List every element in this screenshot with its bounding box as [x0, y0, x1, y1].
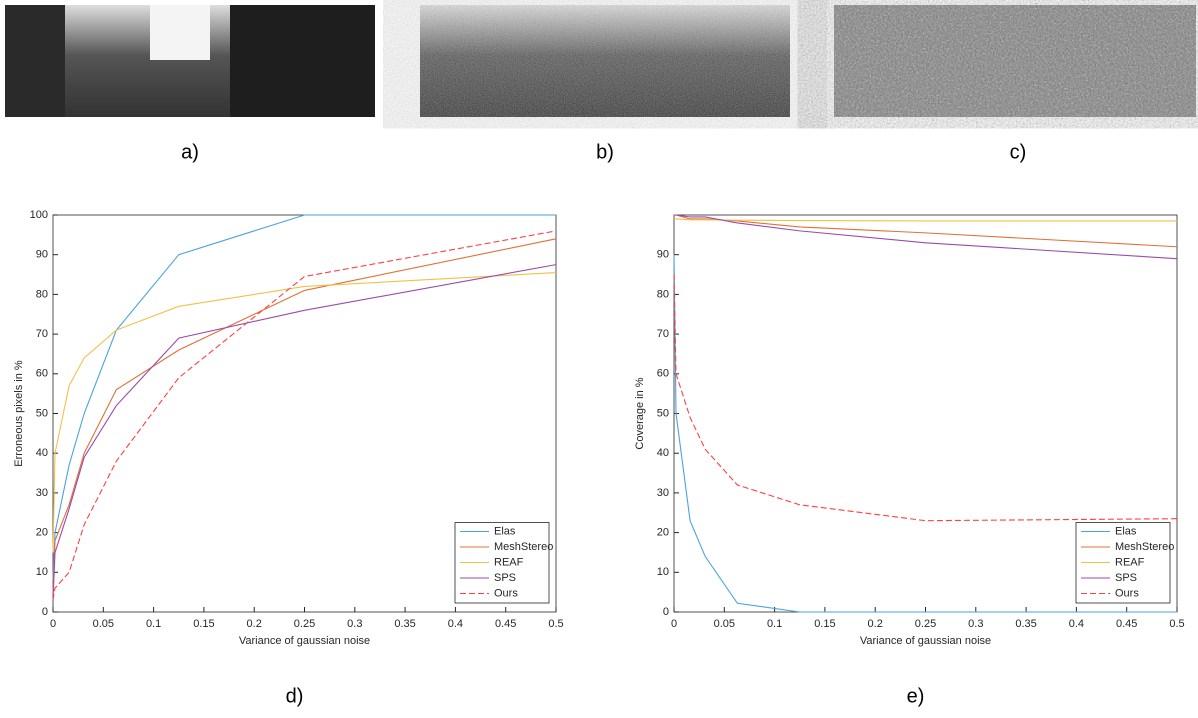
y-tick-label: 80 — [36, 288, 48, 300]
x-tick-label: 0.5 — [1169, 618, 1184, 630]
x-tick-label: 0.25 — [294, 618, 315, 630]
y-tick-label: 50 — [36, 407, 48, 419]
y-tick-label: 20 — [36, 527, 48, 539]
y-tick-label: 90 — [657, 249, 669, 261]
legend-label: SPS — [494, 572, 516, 584]
caption: e) — [907, 685, 925, 707]
image-a — [5, 5, 375, 117]
image-c — [834, 5, 1196, 117]
legend-label: REAF — [494, 556, 524, 568]
x-tick-label: 0.2 — [868, 618, 883, 630]
y-tick-label: 50 — [657, 407, 669, 419]
x-tick-label: 0.05 — [714, 618, 735, 630]
y-tick-label: 60 — [657, 368, 669, 380]
series-line — [673, 274, 1178, 522]
x-axis-label: Variance of gaussian noise — [860, 635, 991, 647]
y-tick-label: 80 — [657, 288, 669, 300]
x-tick-label: 0.45 — [495, 618, 516, 630]
y-tick-label: 10 — [36, 566, 48, 578]
x-tick-label: 0.35 — [394, 618, 415, 630]
y-tick-label: 70 — [36, 328, 48, 340]
y-tick-label: 90 — [36, 249, 48, 261]
y-tick-label: 0 — [42, 606, 48, 618]
legend-label: REAF — [1115, 556, 1145, 568]
x-tick-label: 0.3 — [347, 618, 362, 630]
x-tick-label: 0.45 — [1116, 618, 1137, 630]
y-tick-label: 30 — [36, 487, 48, 499]
caption: a) — [181, 141, 199, 163]
image-b — [420, 5, 790, 117]
x-tick-label: 0.1 — [767, 618, 782, 630]
x-tick-label: 0.3 — [968, 618, 983, 630]
legend-label: SPS — [1115, 572, 1137, 584]
caption: b) — [596, 141, 614, 163]
x-tick-label: 0.1 — [146, 618, 161, 630]
series-line — [52, 272, 557, 553]
x-tick-label: 0.15 — [814, 618, 835, 630]
y-tick-label: 60 — [36, 368, 48, 380]
x-tick-label: 0.25 — [915, 618, 936, 630]
x-tick-label: 0 — [671, 618, 677, 630]
y-tick-label: 0 — [663, 606, 669, 618]
series-line — [673, 254, 1177, 613]
x-tick-label: 0 — [50, 618, 56, 630]
caption: d) — [286, 685, 304, 707]
legend-label: MeshStereo — [1115, 541, 1174, 553]
line-chart: 0 0.05 0.1 0.15 0.2 0.25 0.3 0.35 0.4 0.45 0.5 0 10 2… — [634, 214, 1185, 707]
y-tick-label: 30 — [657, 487, 669, 499]
x-tick-label: 0.4 — [448, 618, 463, 630]
legend: Elas MeshStereo REAF SPS Ours — [454, 522, 553, 604]
x-tick-label: 0.15 — [193, 618, 214, 630]
legend-label: Ours — [494, 587, 518, 599]
y-axis-label: Coverage in % — [634, 377, 646, 449]
caption: c) — [1010, 141, 1027, 163]
series-line — [52, 230, 557, 601]
series-line — [52, 238, 557, 593]
y-axis-label: Erroneous pixels in % — [13, 360, 25, 467]
legend-label: Ours — [1115, 587, 1139, 599]
series-line — [674, 214, 1178, 260]
y-tick-label: 20 — [657, 527, 669, 539]
y-tick-label: 100 — [30, 209, 48, 221]
x-tick-label: 0.2 — [247, 618, 262, 630]
y-tick-label: 40 — [657, 447, 669, 459]
series-line — [52, 214, 556, 581]
x-tick-label: 0.4 — [1069, 618, 1084, 630]
line-chart: 0 0.05 0.1 0.15 0.2 0.25 0.3 0.35 0.4 0.45 0.5 0 10 2… — [13, 209, 564, 707]
legend-label: Elas — [494, 525, 516, 537]
y-tick-label: 10 — [657, 566, 669, 578]
x-tick-label: 0.05 — [93, 618, 114, 630]
legend-label: MeshStereo — [494, 541, 553, 553]
series-line — [52, 264, 557, 601]
x-axis-label: Variance of gaussian noise — [239, 635, 370, 647]
y-tick-label: 70 — [657, 328, 669, 340]
y-tick-label: 40 — [36, 447, 48, 459]
legend: Elas MeshStereo REAF SPS Ours — [1075, 522, 1174, 604]
x-tick-label: 0.35 — [1015, 618, 1036, 630]
legend-label: Elas — [1115, 525, 1137, 537]
x-tick-label: 0.5 — [548, 618, 563, 630]
